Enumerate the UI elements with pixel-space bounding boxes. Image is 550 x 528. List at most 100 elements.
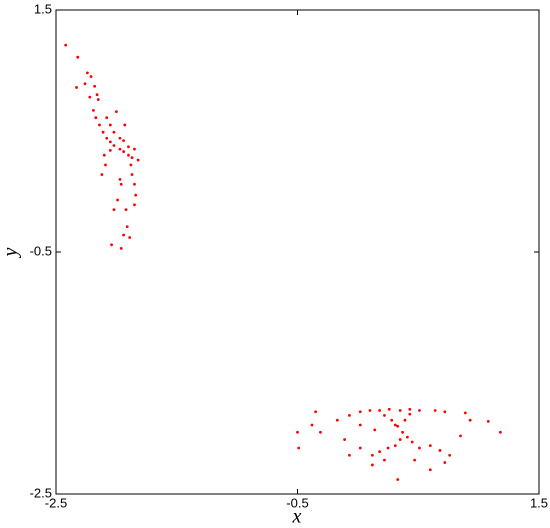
point (438, 449, 442, 452)
point (136, 158, 140, 162)
point (401, 430, 404, 434)
point (310, 423, 314, 427)
point (76, 55, 80, 59)
point (370, 463, 374, 467)
point (405, 435, 409, 439)
point (358, 410, 362, 414)
point (118, 136, 122, 140)
point (98, 123, 101, 127)
point (105, 116, 109, 120)
point (443, 410, 447, 414)
point (383, 458, 386, 462)
point (75, 86, 78, 89)
point (100, 173, 104, 176)
point (129, 163, 133, 167)
point (413, 458, 417, 462)
point (112, 144, 116, 147)
point (408, 412, 412, 416)
y-tick-label: -2.5 (30, 485, 52, 500)
point (108, 148, 112, 152)
point (122, 139, 126, 143)
point (133, 203, 136, 207)
point (418, 409, 421, 412)
y-tick-label: -0.5 (30, 243, 52, 258)
point (96, 98, 100, 101)
point (93, 84, 97, 88)
point (319, 430, 322, 434)
point (368, 409, 372, 412)
point (89, 75, 93, 78)
point (110, 243, 113, 247)
point (133, 182, 136, 186)
point (343, 438, 346, 441)
point (104, 163, 107, 167)
point (119, 246, 123, 250)
point (127, 145, 130, 149)
x-tick-label: 1.5 (530, 495, 548, 510)
point (92, 109, 95, 112)
point (393, 423, 397, 427)
point (383, 413, 386, 417)
point (95, 93, 99, 97)
point (396, 424, 400, 428)
x-tick-label: -2.5 (45, 495, 67, 510)
plot-frame (55, 9, 540, 495)
x-tick-label: -0.5 (286, 495, 308, 510)
point (123, 123, 127, 127)
point (118, 178, 122, 181)
point (348, 453, 351, 457)
point (459, 434, 462, 438)
point (403, 418, 407, 422)
x-axis-label: x (292, 506, 302, 528)
point (122, 233, 126, 237)
point (433, 409, 437, 412)
point (134, 193, 138, 197)
point (393, 444, 397, 447)
point (398, 438, 402, 441)
point (133, 147, 136, 151)
point (396, 478, 400, 481)
point (122, 150, 126, 153)
point (410, 440, 414, 444)
point (418, 446, 421, 450)
point (101, 130, 105, 134)
point (486, 420, 490, 423)
point (398, 409, 402, 412)
point (124, 208, 128, 212)
point (127, 153, 130, 157)
point (64, 43, 68, 47)
point (130, 156, 134, 160)
point (498, 430, 502, 434)
point (443, 461, 447, 464)
point (297, 446, 301, 450)
point (105, 136, 109, 140)
point (386, 446, 390, 450)
point (119, 182, 123, 186)
point (88, 95, 92, 99)
point (94, 116, 98, 120)
point (128, 236, 132, 239)
point (428, 444, 432, 447)
point (378, 450, 382, 454)
point (83, 82, 87, 86)
point (112, 130, 116, 134)
point (125, 225, 129, 228)
point (112, 208, 116, 212)
point (348, 413, 351, 417)
y-tick-label: 1.5 (34, 1, 52, 16)
point (463, 411, 467, 415)
point (108, 140, 112, 144)
point (378, 409, 382, 412)
point (335, 418, 339, 422)
point (85, 71, 89, 75)
point (387, 407, 391, 411)
y-axis-label: y (0, 247, 22, 258)
point (314, 410, 318, 414)
point (358, 446, 362, 450)
point (114, 110, 118, 114)
point (116, 198, 119, 202)
point (118, 147, 122, 151)
point (408, 407, 412, 411)
